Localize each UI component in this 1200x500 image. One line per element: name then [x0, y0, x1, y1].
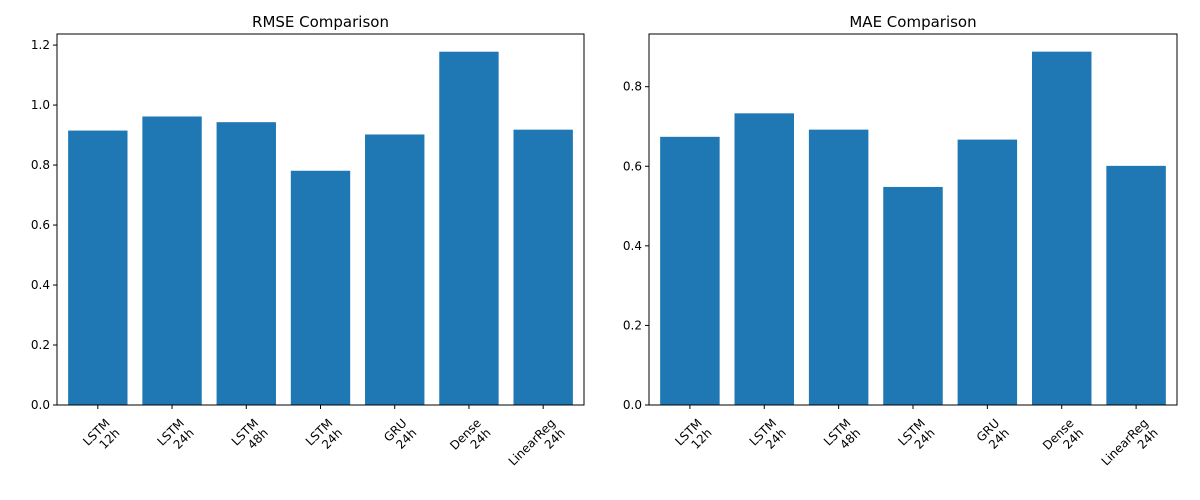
- mae-bar-5: [1031, 51, 1092, 406]
- mae-y-tick-label-0: 0.0: [623, 398, 642, 412]
- mae-y-tick-label-1: 0.2: [623, 318, 642, 332]
- rmse-y-tick-label-4: 0.8: [31, 158, 50, 172]
- rmse-x-tick-label-0: LSTM12h: [80, 416, 122, 458]
- mae-x-tick-label-6: LinearReg24h: [1099, 416, 1161, 478]
- rmse-y-tick-label-6: 1.2: [31, 38, 50, 52]
- rmse-y-tick-label-5: 1.0: [31, 98, 50, 112]
- rmse-chart-title: RMSE Comparison: [252, 13, 389, 31]
- rmse-bar-4: [365, 134, 425, 405]
- rmse-y-tick-label-3: 0.6: [31, 218, 50, 232]
- mae-x-tick-label-0: LSTM12h: [672, 416, 714, 458]
- mae-bar-4: [957, 139, 1018, 405]
- mae-bar-1: [734, 113, 795, 405]
- rmse-bar-2: [216, 122, 276, 406]
- rmse-bar-1: [142, 116, 202, 405]
- rmse-x-tick-label-4: GRU24h: [381, 416, 419, 454]
- mae-y-tick-label-4: 0.8: [623, 80, 642, 94]
- mae-x-tick-label-2: LSTM48h: [821, 416, 863, 458]
- mae-chart-panel: MAE Comparison LSTM12h LSTM24h LSTM48h LSTM…: [623, 13, 1178, 478]
- rmse-y-tick-label-1: 0.2: [31, 338, 50, 352]
- mae-chart-title: MAE Comparison: [849, 13, 976, 31]
- mae-y-tick-label-2: 0.4: [623, 239, 642, 253]
- rmse-x-tick-label-3: LSTM24h: [303, 416, 345, 458]
- rmse-bar-3: [290, 170, 351, 405]
- mae-bar-3: [883, 186, 943, 405]
- mae-bar-6: [1106, 165, 1166, 405]
- rmse-bar-5: [439, 51, 499, 405]
- rmse-chart-panel: RMSE Comparison LSTM12h LSTM24h LSTM48h LST…: [31, 13, 585, 478]
- mae-x-tick-label-4: GRU24h: [974, 416, 1012, 454]
- rmse-axes-frame: [56, 33, 585, 406]
- rmse-x-tick-label-6: LinearReg24h: [506, 416, 568, 478]
- rmse-x-tick-label-2: LSTM48h: [229, 416, 271, 458]
- mae-bar-0: [660, 136, 720, 405]
- mae-axes-frame: [648, 33, 1178, 406]
- rmse-bar-0: [68, 130, 128, 405]
- rmse-x-tick-label-1: LSTM24h: [154, 416, 196, 458]
- rmse-x-tick-label-5: Dense24h: [447, 416, 493, 462]
- mae-bar-2: [808, 129, 869, 405]
- mae-x-tick-label-5: Dense24h: [1040, 416, 1086, 462]
- mae-x-tick-label-1: LSTM24h: [747, 416, 789, 458]
- rmse-bar-6: [513, 129, 573, 406]
- mae-x-tick-label-3: LSTM24h: [895, 416, 937, 458]
- rmse-y-tick-label-0: 0.0: [31, 398, 50, 412]
- rmse-y-tick-label-2: 0.4: [31, 278, 50, 292]
- mae-y-tick-label-3: 0.6: [623, 159, 642, 173]
